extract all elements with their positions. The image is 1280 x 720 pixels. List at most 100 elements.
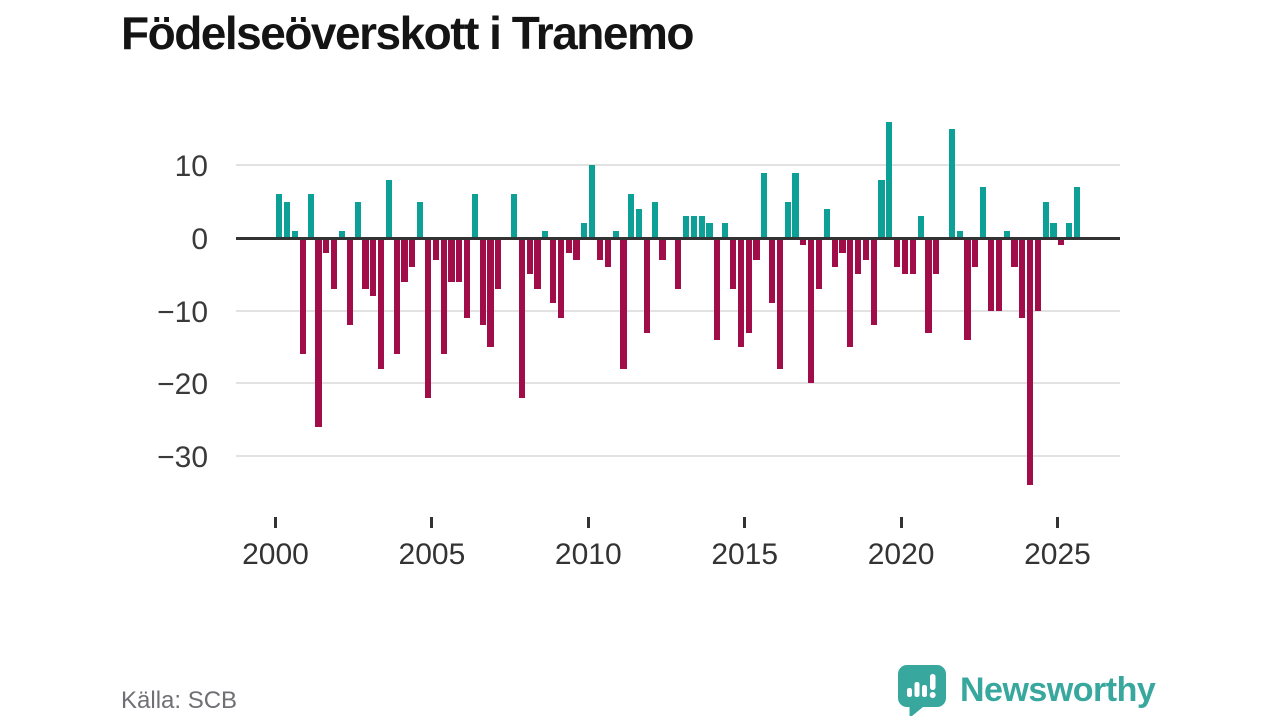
bar-2017Q3 <box>823 208 830 238</box>
bar-2014Q4 <box>737 238 744 348</box>
bar-2003Q3 <box>385 179 392 238</box>
bar-2019Q4 <box>894 238 901 268</box>
bar-2011Q1 <box>620 238 627 369</box>
bar-2025Q1 <box>1058 238 1065 246</box>
bar-2020Q2 <box>909 238 916 275</box>
bar-2007Q3 <box>510 194 518 238</box>
x-axis-label-2020: 2020 <box>867 538 935 571</box>
bar-2016Q3 <box>792 172 799 238</box>
bar-2022Q1 <box>964 238 971 340</box>
bar-2005Q3 <box>448 238 455 282</box>
bar-2010Q2 <box>596 238 604 260</box>
bar-2024Q4 <box>1050 223 1057 238</box>
newsworthy-logo: Newsworthy <box>897 664 1156 716</box>
bar-2022Q4 <box>987 238 995 311</box>
bar-2016Q4 <box>800 238 807 246</box>
bar-2003Q4 <box>393 238 400 355</box>
bar-2016Q2 <box>784 201 791 238</box>
bar-2018Q4 <box>862 238 869 260</box>
bar-2023Q4 <box>1019 238 1026 318</box>
bar-2019Q2 <box>878 179 885 238</box>
bar-2008Q3 <box>542 230 549 238</box>
bar-2022Q2 <box>972 238 979 268</box>
bar-chart: 10 0 −10 −20 −30 2000 2005 2010 2015 2020 2025 <box>157 121 1120 571</box>
bar-2010Q4 <box>612 230 619 238</box>
bar-2009Q3 <box>573 238 580 260</box>
bar-2023Q2 <box>1003 230 1010 238</box>
bar-2016Q1 <box>776 238 783 369</box>
bar-2015Q2 <box>753 238 760 260</box>
bar-2012Q4 <box>675 238 682 289</box>
bar-2003Q1 <box>370 238 377 297</box>
bar-2013Q2 <box>690 216 697 238</box>
bar-2006Q2 <box>471 194 478 238</box>
bar-2005Q4 <box>456 238 463 282</box>
bar-2020Q4 <box>925 238 932 333</box>
bar-2005Q2 <box>440 238 447 355</box>
bar-2021Q4 <box>956 230 963 238</box>
gridline--10 <box>236 309 1120 312</box>
y-axis-label--20: −20 <box>157 368 208 402</box>
bar-2025Q2 <box>1066 223 1073 238</box>
bar-2014Q2 <box>722 223 729 238</box>
bar-2007Q4 <box>518 238 525 398</box>
bar-2014Q3 <box>729 238 737 289</box>
bar-2001Q4 <box>331 238 338 289</box>
bar-2011Q4 <box>643 238 651 333</box>
bar-2012Q1 <box>651 201 658 238</box>
bar-2020Q1 <box>901 238 909 275</box>
bar-2011Q3 <box>636 208 643 238</box>
x-axis-tick-2015 <box>743 517 747 528</box>
bar-2001Q1 <box>307 194 314 238</box>
gridline--20 <box>236 382 1120 385</box>
bar-2008Q1 <box>526 238 533 275</box>
bar-2001Q2 <box>315 238 322 428</box>
bar-2019Q1 <box>870 238 877 326</box>
bar-2011Q2 <box>628 194 635 238</box>
bar-2018Q1 <box>839 238 846 253</box>
bar-2012Q2 <box>659 238 666 260</box>
source-note: Källa: SCB <box>121 687 238 714</box>
bar-2002Q1 <box>338 230 346 238</box>
bar-2009Q4 <box>581 223 588 238</box>
bar-chart-speech-bubble-icon <box>898 665 946 716</box>
bar-2009Q1 <box>557 238 565 318</box>
x-axis-tick-2005 <box>430 517 434 528</box>
y-axis-label-10: 10 <box>174 150 208 184</box>
x-axis-label-2000: 2000 <box>242 538 309 571</box>
bar-2008Q4 <box>550 238 557 304</box>
x-axis-tick-2010 <box>586 517 590 528</box>
bar-2004Q2 <box>409 238 416 268</box>
x-axis-label-2005: 2005 <box>398 538 466 571</box>
brand-name: Newsworthy <box>960 670 1156 709</box>
bar-2000Q3 <box>291 230 299 238</box>
bar-2022Q3 <box>980 187 987 238</box>
y-axis-label--10: −10 <box>157 295 208 329</box>
bar-2017Q4 <box>831 238 838 268</box>
bar-2005Q1 <box>432 238 439 260</box>
bar-2015Q1 <box>745 238 752 333</box>
bar-2013Q4 <box>706 223 713 238</box>
bar-2006Q3 <box>479 238 486 326</box>
bar-2002Q4 <box>362 238 369 289</box>
bar-2024Q2 <box>1034 238 1042 311</box>
bar-2002Q3 <box>354 201 361 238</box>
bar-2018Q3 <box>854 238 862 275</box>
bar-2015Q3 <box>761 172 768 238</box>
x-axis-tick-2025 <box>1056 517 1059 528</box>
bar-2018Q2 <box>847 238 854 348</box>
bar-2006Q1 <box>463 238 471 318</box>
y-axis-label--30: −30 <box>157 441 208 475</box>
bar-2024Q1 <box>1027 238 1034 486</box>
bar-2010Q3 <box>604 238 611 268</box>
x-axis-label-2010: 2010 <box>554 538 622 571</box>
bar-2000Q4 <box>299 238 306 355</box>
bar-2000Q2 <box>284 201 291 238</box>
bar-2019Q3 <box>886 121 893 238</box>
bar-2001Q3 <box>323 238 330 253</box>
bar-2002Q2 <box>346 238 353 326</box>
bar-2015Q4 <box>768 238 776 304</box>
x-axis-label-2015: 2015 <box>711 538 779 571</box>
gridline--30 <box>236 455 1120 458</box>
